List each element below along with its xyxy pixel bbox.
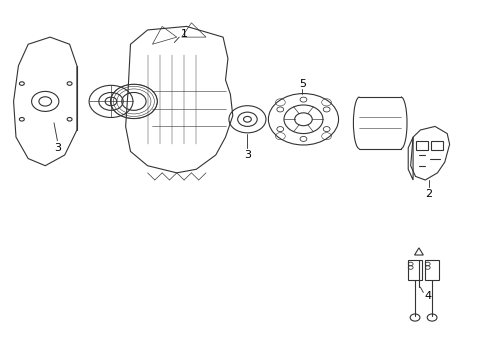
Text: 5: 5 xyxy=(299,78,306,89)
Text: 3: 3 xyxy=(244,150,251,160)
Text: 2: 2 xyxy=(426,189,433,199)
Text: 3: 3 xyxy=(54,143,61,153)
Text: 1: 1 xyxy=(181,28,188,39)
Text: 4: 4 xyxy=(424,291,431,301)
